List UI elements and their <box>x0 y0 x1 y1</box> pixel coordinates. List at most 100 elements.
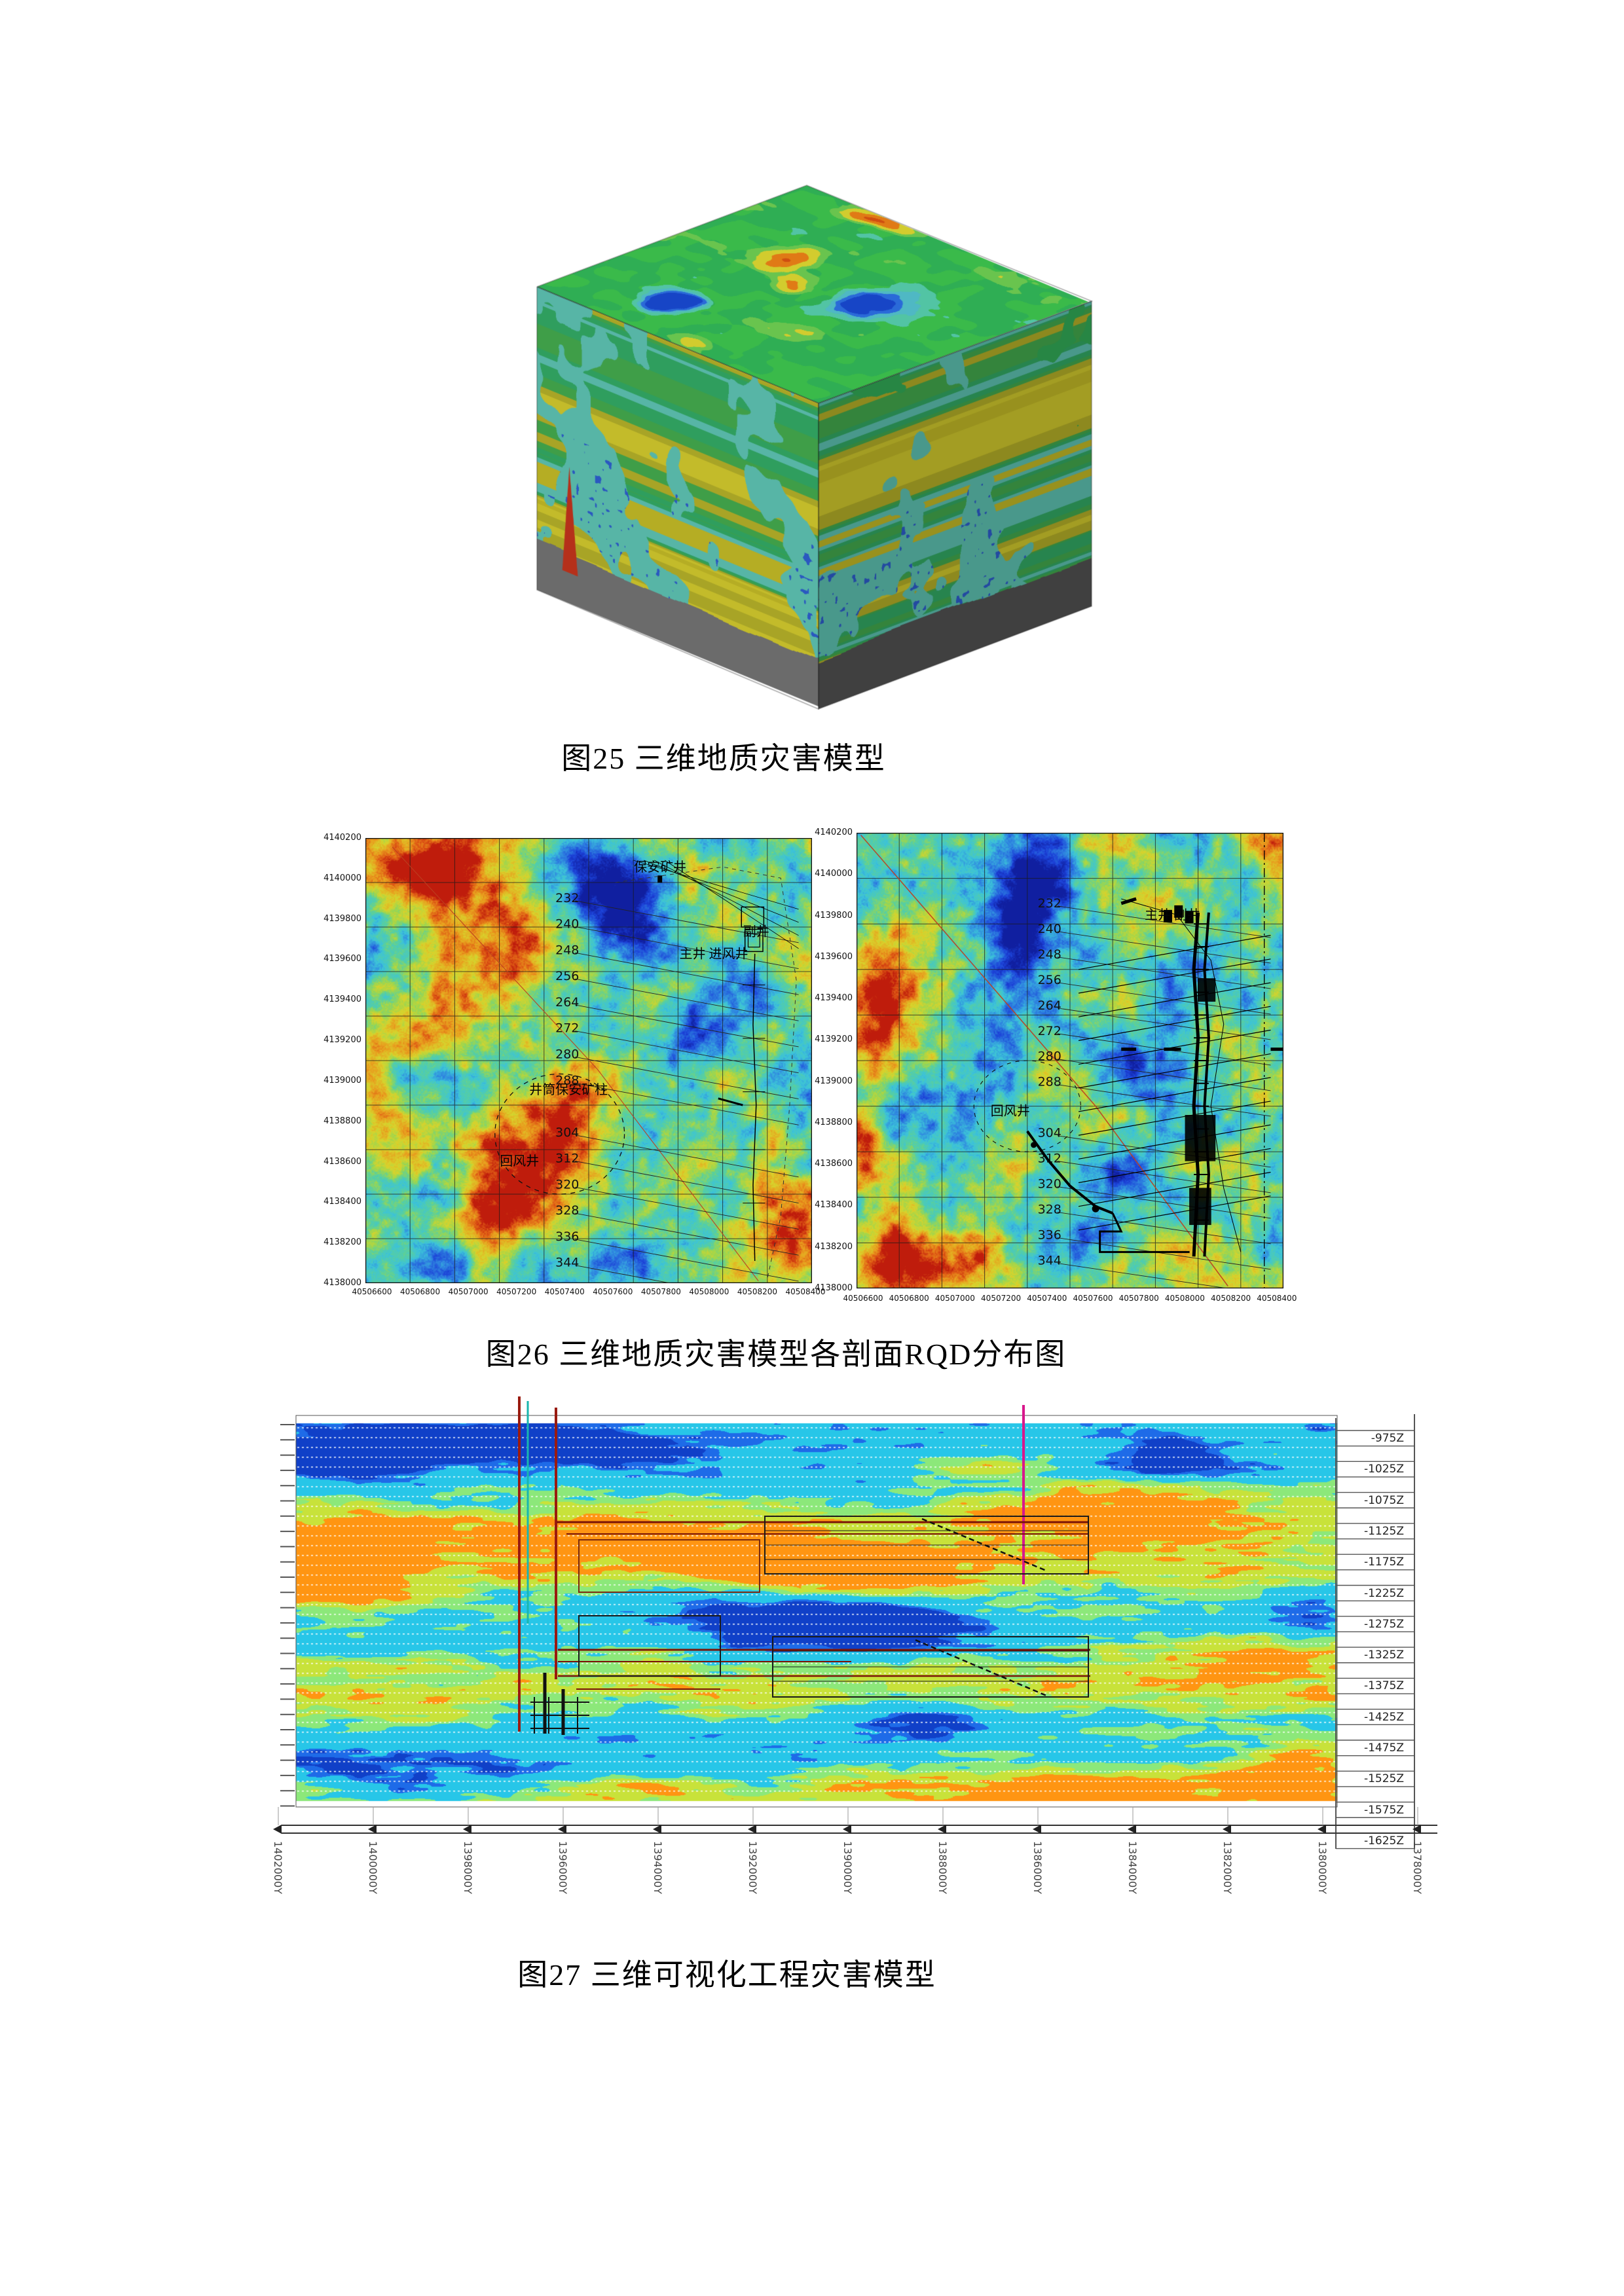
z-tick-label: -1225Z <box>1363 1586 1404 1600</box>
axis-tick-arrow <box>368 1825 377 1834</box>
x-tick-label: 1392000Y <box>747 1841 759 1895</box>
z-tick-label: -975Z <box>1371 1432 1404 1445</box>
shaft-rect <box>744 928 764 953</box>
contour-label: 320 <box>555 1177 579 1192</box>
map-annotation: 主井 副井 <box>1145 907 1200 922</box>
y-tick-label: 4140000 <box>815 869 853 879</box>
figure25-caption: 图25 三维地质灾害模型 <box>561 742 886 775</box>
y-tick-label: 4139200 <box>323 1035 361 1046</box>
y-tick-label: 4138800 <box>815 1117 853 1127</box>
y-tick-label: 4138800 <box>323 1116 361 1126</box>
contour-label: 344 <box>1038 1254 1061 1268</box>
y-tick-label: 4138200 <box>815 1241 853 1252</box>
x-tick-label: 40508400 <box>785 1287 826 1296</box>
cross-section-rendering <box>296 1415 1337 1807</box>
well-dot <box>1092 1205 1099 1212</box>
contour-group: 232 240 248 256 264 272 280 288 304 312 320 328 336 3… <box>555 891 799 1283</box>
z-tick-label: -1075Z <box>1363 1493 1404 1507</box>
line <box>1078 1077 1271 1112</box>
x-tick-label: 40507800 <box>640 1287 681 1296</box>
contour-label: 272 <box>555 1021 579 1036</box>
grid-lines <box>857 833 1283 1288</box>
map-annotation: 副井 <box>743 924 769 939</box>
line <box>575 1082 799 1125</box>
axis-tick-arrow <box>1223 1825 1231 1834</box>
x-tick-label: 1390000Y <box>841 1841 854 1895</box>
cross-section-overlay <box>273 1396 1437 1850</box>
contour-label: 256 <box>555 969 579 983</box>
x-tick-label: 40506800 <box>889 1294 929 1303</box>
x-tick-label: 1382000Y <box>1221 1841 1234 1895</box>
x-tick-label: 1378000Y <box>1411 1841 1424 1895</box>
contour-label: 240 <box>1038 922 1061 936</box>
axis-tick-arrow <box>843 1825 851 1834</box>
line <box>644 860 799 923</box>
x-tick-label: 40506800 <box>400 1287 441 1296</box>
line <box>921 1518 1048 1573</box>
shaft-block <box>1174 905 1183 918</box>
figure26-caption: 图26 三维地质灾害模型各剖面RQD分布图 <box>485 1338 1067 1371</box>
z-tick-label: -1325Z <box>1363 1649 1404 1662</box>
line <box>1057 1237 1271 1270</box>
chamber-outline <box>578 1615 721 1677</box>
well-dot <box>1031 1142 1037 1148</box>
fault-red-line <box>860 834 1228 1286</box>
line <box>1078 1029 1271 1065</box>
y-tick-label: 4139200 <box>815 1034 853 1045</box>
x-tick-label: 40508400 <box>1257 1294 1297 1303</box>
contour-label: 304 <box>555 1125 579 1140</box>
contour-label: 288 <box>555 1073 579 1087</box>
z-tick-label: -1525Z <box>1363 1772 1404 1786</box>
line <box>1078 1148 1271 1184</box>
x-tick-label: 40507400 <box>1027 1294 1067 1303</box>
axis-tick-arrow <box>748 1825 756 1834</box>
roadway <box>752 953 757 1262</box>
line <box>1078 935 1271 970</box>
axis-tick-arrow <box>1412 1825 1421 1834</box>
shaft-block <box>1185 911 1194 924</box>
line <box>1078 982 1271 1017</box>
contour-label: 328 <box>555 1203 579 1218</box>
line <box>1078 1006 1271 1041</box>
x-tick-label: 40508200 <box>737 1287 777 1296</box>
grid-lines <box>365 838 812 1283</box>
contour-label: 288 <box>1038 1075 1061 1089</box>
shaft-rect <box>741 906 765 928</box>
y-tick-label: 4138400 <box>815 1200 853 1211</box>
chamber-outline <box>578 1539 760 1593</box>
contour-label: 304 <box>1038 1126 1061 1140</box>
axis-tick-arrow <box>1318 1825 1326 1834</box>
line <box>1057 1135 1271 1168</box>
well-marker <box>657 875 663 883</box>
line <box>1057 982 1271 1015</box>
z-tick-label: -1125Z <box>1363 1524 1404 1538</box>
mine-workings <box>1026 833 1283 1288</box>
x-tick-label: 40507600 <box>593 1287 633 1296</box>
map-annotation: 主井 进风井 <box>679 947 748 962</box>
shaft-rect <box>747 933 760 948</box>
line <box>1078 1171 1271 1207</box>
line <box>575 1030 799 1074</box>
x-tick-label: 40506600 <box>352 1287 392 1296</box>
line <box>575 926 799 970</box>
line <box>1078 1195 1271 1231</box>
y-tick-label: 4139400 <box>815 993 853 1004</box>
line <box>1078 1124 1271 1159</box>
z-tick-label: -1175Z <box>1363 1556 1404 1569</box>
boundary <box>615 866 797 1279</box>
line <box>1057 1084 1271 1117</box>
contour-label: 280 <box>555 1047 579 1061</box>
x-tick-label: 1400000Y <box>367 1841 379 1895</box>
map-annotation: 保安矿井 <box>634 860 686 875</box>
x-tick-label: 40508000 <box>1164 1294 1205 1303</box>
x-tick-label: 40506600 <box>843 1294 883 1303</box>
line <box>575 1004 799 1048</box>
z-tick-label: -1575Z <box>1363 1803 1404 1817</box>
rqd-map-left-overlay: 232 240 248 256 264 272 280 288 304 312 320 328 336 3… <box>365 838 812 1283</box>
section-border <box>295 1415 1338 1808</box>
axis-tick-arrow <box>1033 1825 1041 1834</box>
engineering-structures <box>518 1396 1090 1735</box>
contour-label: 312 <box>555 1152 579 1166</box>
